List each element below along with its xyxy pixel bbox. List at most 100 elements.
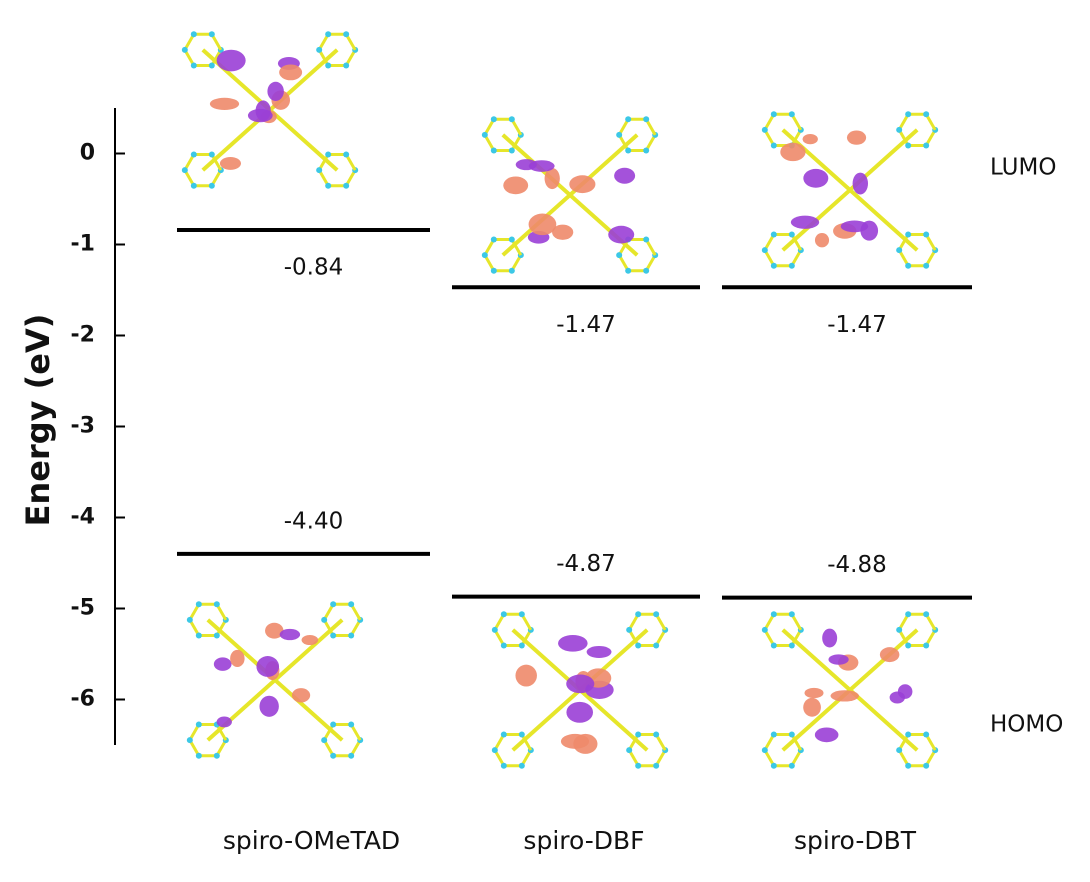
bond xyxy=(627,733,640,751)
bond xyxy=(349,603,362,621)
bond xyxy=(188,619,201,637)
orbital-lobe xyxy=(573,733,598,754)
orbital-lobe xyxy=(247,108,273,123)
atom xyxy=(491,626,498,633)
atom xyxy=(923,111,930,118)
bond xyxy=(924,629,937,647)
atom xyxy=(190,62,197,69)
atom xyxy=(213,632,220,639)
bond xyxy=(763,733,776,751)
orbital-lobe xyxy=(209,97,240,110)
atom xyxy=(923,762,930,769)
orbital-lobe xyxy=(803,697,821,717)
atom xyxy=(653,731,660,738)
atom xyxy=(643,236,650,243)
bond xyxy=(897,629,910,647)
bond xyxy=(790,233,803,251)
bond xyxy=(493,629,506,647)
orbital-lobe xyxy=(608,225,635,244)
atom xyxy=(330,721,337,728)
atom xyxy=(923,642,930,649)
atom xyxy=(195,632,202,639)
atom xyxy=(788,111,795,118)
atom xyxy=(770,611,777,618)
orbital-lobe xyxy=(566,674,595,694)
orbital-lobe xyxy=(291,688,311,703)
atom xyxy=(635,642,642,649)
orbital-lobe xyxy=(780,142,806,162)
orbital-lobe xyxy=(279,628,301,641)
atom xyxy=(348,601,355,608)
bond xyxy=(790,733,803,751)
atom xyxy=(761,626,768,633)
atom xyxy=(643,267,650,274)
orbital-lobe xyxy=(267,81,284,101)
bond xyxy=(848,188,919,252)
atom xyxy=(490,116,497,123)
atom xyxy=(643,147,650,154)
atom xyxy=(208,31,215,38)
x-tick-label: spiro-DBT xyxy=(794,826,917,855)
bond xyxy=(215,603,228,621)
atom xyxy=(616,252,623,259)
atom xyxy=(761,126,768,133)
bond xyxy=(790,613,803,631)
y-axis-label: Energy (eV) xyxy=(19,314,57,527)
orbital-lobe xyxy=(230,649,245,668)
atom xyxy=(213,601,220,608)
bond xyxy=(520,613,533,631)
atom xyxy=(923,262,930,269)
bond xyxy=(188,603,201,621)
atom xyxy=(626,626,633,633)
atom xyxy=(195,752,202,759)
atom xyxy=(186,616,193,623)
legend-label: HOMO xyxy=(990,712,1063,738)
x-tick-label: spiro-OMeTAD xyxy=(223,826,400,855)
atom xyxy=(625,116,632,123)
bond xyxy=(897,613,910,631)
atom xyxy=(348,721,355,728)
atom xyxy=(896,247,903,254)
atom xyxy=(330,752,337,759)
atom xyxy=(635,731,642,738)
atom xyxy=(923,231,930,238)
orbital-lobe xyxy=(515,664,537,687)
bond xyxy=(349,619,362,637)
bond xyxy=(924,733,937,751)
atom xyxy=(653,762,660,769)
bond xyxy=(924,749,937,767)
atom xyxy=(770,642,777,649)
orbital-lobe xyxy=(265,622,284,639)
bond xyxy=(520,733,533,751)
atom xyxy=(500,611,507,618)
orbital-lobe xyxy=(528,213,557,236)
atom xyxy=(788,611,795,618)
y-tick-label: 0 xyxy=(80,141,95,166)
value-label: -4.40 xyxy=(284,508,344,534)
atom xyxy=(508,116,515,123)
atom xyxy=(316,167,323,174)
atom xyxy=(923,142,930,149)
atom xyxy=(190,31,197,38)
orbital-lobe xyxy=(803,168,829,188)
orbital-lobe xyxy=(830,690,859,702)
orbital-lobe xyxy=(566,701,594,723)
bond xyxy=(654,749,667,767)
orbital-lobe xyxy=(256,656,280,677)
bond xyxy=(322,619,335,637)
bond xyxy=(520,629,533,647)
orbital-lobe xyxy=(846,130,867,145)
atom xyxy=(508,267,515,274)
orbital-lobe xyxy=(804,687,824,699)
bond xyxy=(763,749,776,767)
bond xyxy=(790,749,803,767)
atom xyxy=(343,182,350,189)
orbital-lobe xyxy=(216,49,246,72)
bond xyxy=(322,739,335,757)
bond xyxy=(349,723,362,741)
atom xyxy=(321,737,328,744)
atom xyxy=(625,147,632,154)
atom xyxy=(788,762,795,769)
atom xyxy=(905,731,912,738)
